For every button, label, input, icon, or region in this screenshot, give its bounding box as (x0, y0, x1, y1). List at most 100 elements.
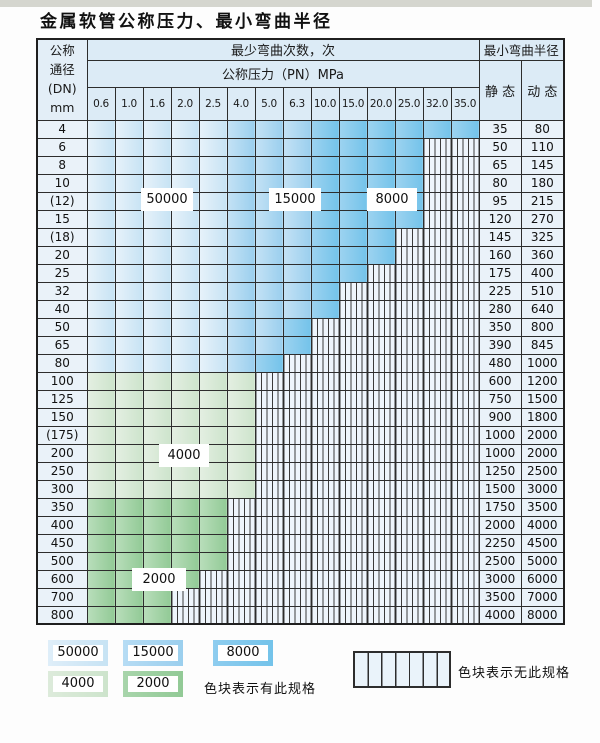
spec-cell (170, 299, 200, 319)
no-spec-cell (198, 605, 228, 625)
spec-cell (366, 209, 396, 229)
no-spec-cell (338, 515, 368, 535)
no-spec-cell (254, 479, 284, 499)
spec-cell (114, 515, 144, 535)
spec-cell (282, 281, 312, 301)
spec-cell (114, 371, 144, 391)
table-row: 350 1750 3500 (36, 497, 565, 517)
cycles-label-2000: 2000 (132, 568, 186, 591)
dynamic-cell: 180 (520, 173, 565, 193)
no-spec-cell (394, 605, 424, 625)
spec-cell (198, 263, 228, 283)
no-spec-cell (338, 425, 368, 445)
no-spec-cell (254, 443, 284, 463)
spec-cell (142, 389, 172, 409)
spec-cell (394, 155, 424, 175)
spec-cell (198, 515, 228, 535)
spec-cell (86, 479, 116, 499)
spec-cell (226, 479, 256, 499)
no-spec-cell (394, 497, 424, 517)
no-spec-cell (422, 605, 452, 625)
table-row: 15 120 270 (36, 209, 565, 229)
no-spec-cell (450, 191, 480, 211)
spec-cell (394, 209, 424, 229)
no-spec-cell (338, 371, 368, 391)
dn-cell: 20 (36, 245, 88, 265)
no-spec-cell (450, 551, 480, 571)
no-spec-cell (366, 479, 396, 499)
table-row: 400 2000 4000 (36, 515, 565, 535)
no-spec-cell (450, 425, 480, 445)
static-cell: 1500 (478, 479, 522, 499)
spec-cell (226, 119, 256, 139)
spec-cell (254, 245, 284, 265)
spec-cell (170, 281, 200, 301)
spec-cell (170, 515, 200, 535)
no-spec-cell (366, 335, 396, 355)
spec-cell (226, 191, 256, 211)
spec-cell (170, 551, 200, 571)
no-spec-cell (338, 443, 368, 463)
dn-header-cell: 公称 通径 (DN) mm (36, 38, 88, 121)
table-row: 20 160 360 (36, 245, 565, 265)
spec-cell (142, 425, 172, 445)
spec-cell (226, 263, 256, 283)
legend-swatch-label: 2000 (128, 676, 178, 692)
no-spec-cell (254, 389, 284, 409)
static-cell: 1250 (478, 461, 522, 481)
no-spec-cell (450, 371, 480, 391)
spec-cell (86, 137, 116, 157)
dynamic-cell: 7000 (520, 587, 565, 607)
cycles-label-15000: 15000 (269, 188, 321, 211)
no-spec-cell (394, 533, 424, 553)
spec-cell (422, 119, 452, 139)
no-spec-cell (366, 515, 396, 535)
spec-cell (198, 389, 228, 409)
no-spec-cell (254, 425, 284, 445)
no-spec-cell (170, 605, 200, 625)
spec-cell (86, 119, 116, 139)
spec-cell (86, 461, 116, 481)
spec-cell (310, 227, 340, 247)
no-spec-cell (394, 551, 424, 571)
spec-cell (142, 155, 172, 175)
pressure-tick: 5.0 (254, 86, 284, 121)
no-spec-cell (394, 245, 424, 265)
spec-cell (226, 281, 256, 301)
no-spec-cell (310, 407, 340, 427)
spec-cell (198, 335, 228, 355)
no-spec-cell (310, 461, 340, 481)
no-spec-cell (310, 371, 340, 391)
dynamic-cell: 360 (520, 245, 565, 265)
no-spec-cell (282, 551, 312, 571)
spec-cell (198, 137, 228, 157)
no-spec-cell (450, 515, 480, 535)
table-row: 25 175 400 (36, 263, 565, 283)
spec-cell (226, 173, 256, 193)
no-spec-cell (254, 587, 284, 607)
no-spec-cell (226, 533, 256, 553)
spec-cell (226, 353, 256, 373)
no-spec-cell (310, 497, 340, 517)
spec-table: 公称 通径 (DN) mm 最少弯曲次数，次 最小弯曲半径 公称压力（PN）MP… (36, 38, 566, 625)
dynamic-cell: 5000 (520, 551, 565, 571)
spec-cell (114, 353, 144, 373)
spec-cell (282, 137, 312, 157)
no-spec-cell (366, 353, 396, 373)
no-spec-cell (422, 299, 452, 319)
no-spec-cell (366, 443, 396, 463)
spec-cell (86, 227, 116, 247)
dynamic-cell: 6000 (520, 569, 565, 589)
dn-cell: 500 (36, 551, 88, 571)
no-spec-cell (366, 569, 396, 589)
no-spec-cell (450, 443, 480, 463)
no-spec-cell (422, 389, 452, 409)
no-spec-cell (366, 587, 396, 607)
no-spec-cell (282, 353, 312, 373)
spec-cell (142, 263, 172, 283)
spec-cell (198, 497, 228, 517)
spec-cell (338, 155, 368, 175)
spec-cell (86, 587, 116, 607)
spec-cell (310, 245, 340, 265)
table-row: 40 280 640 (36, 299, 565, 319)
